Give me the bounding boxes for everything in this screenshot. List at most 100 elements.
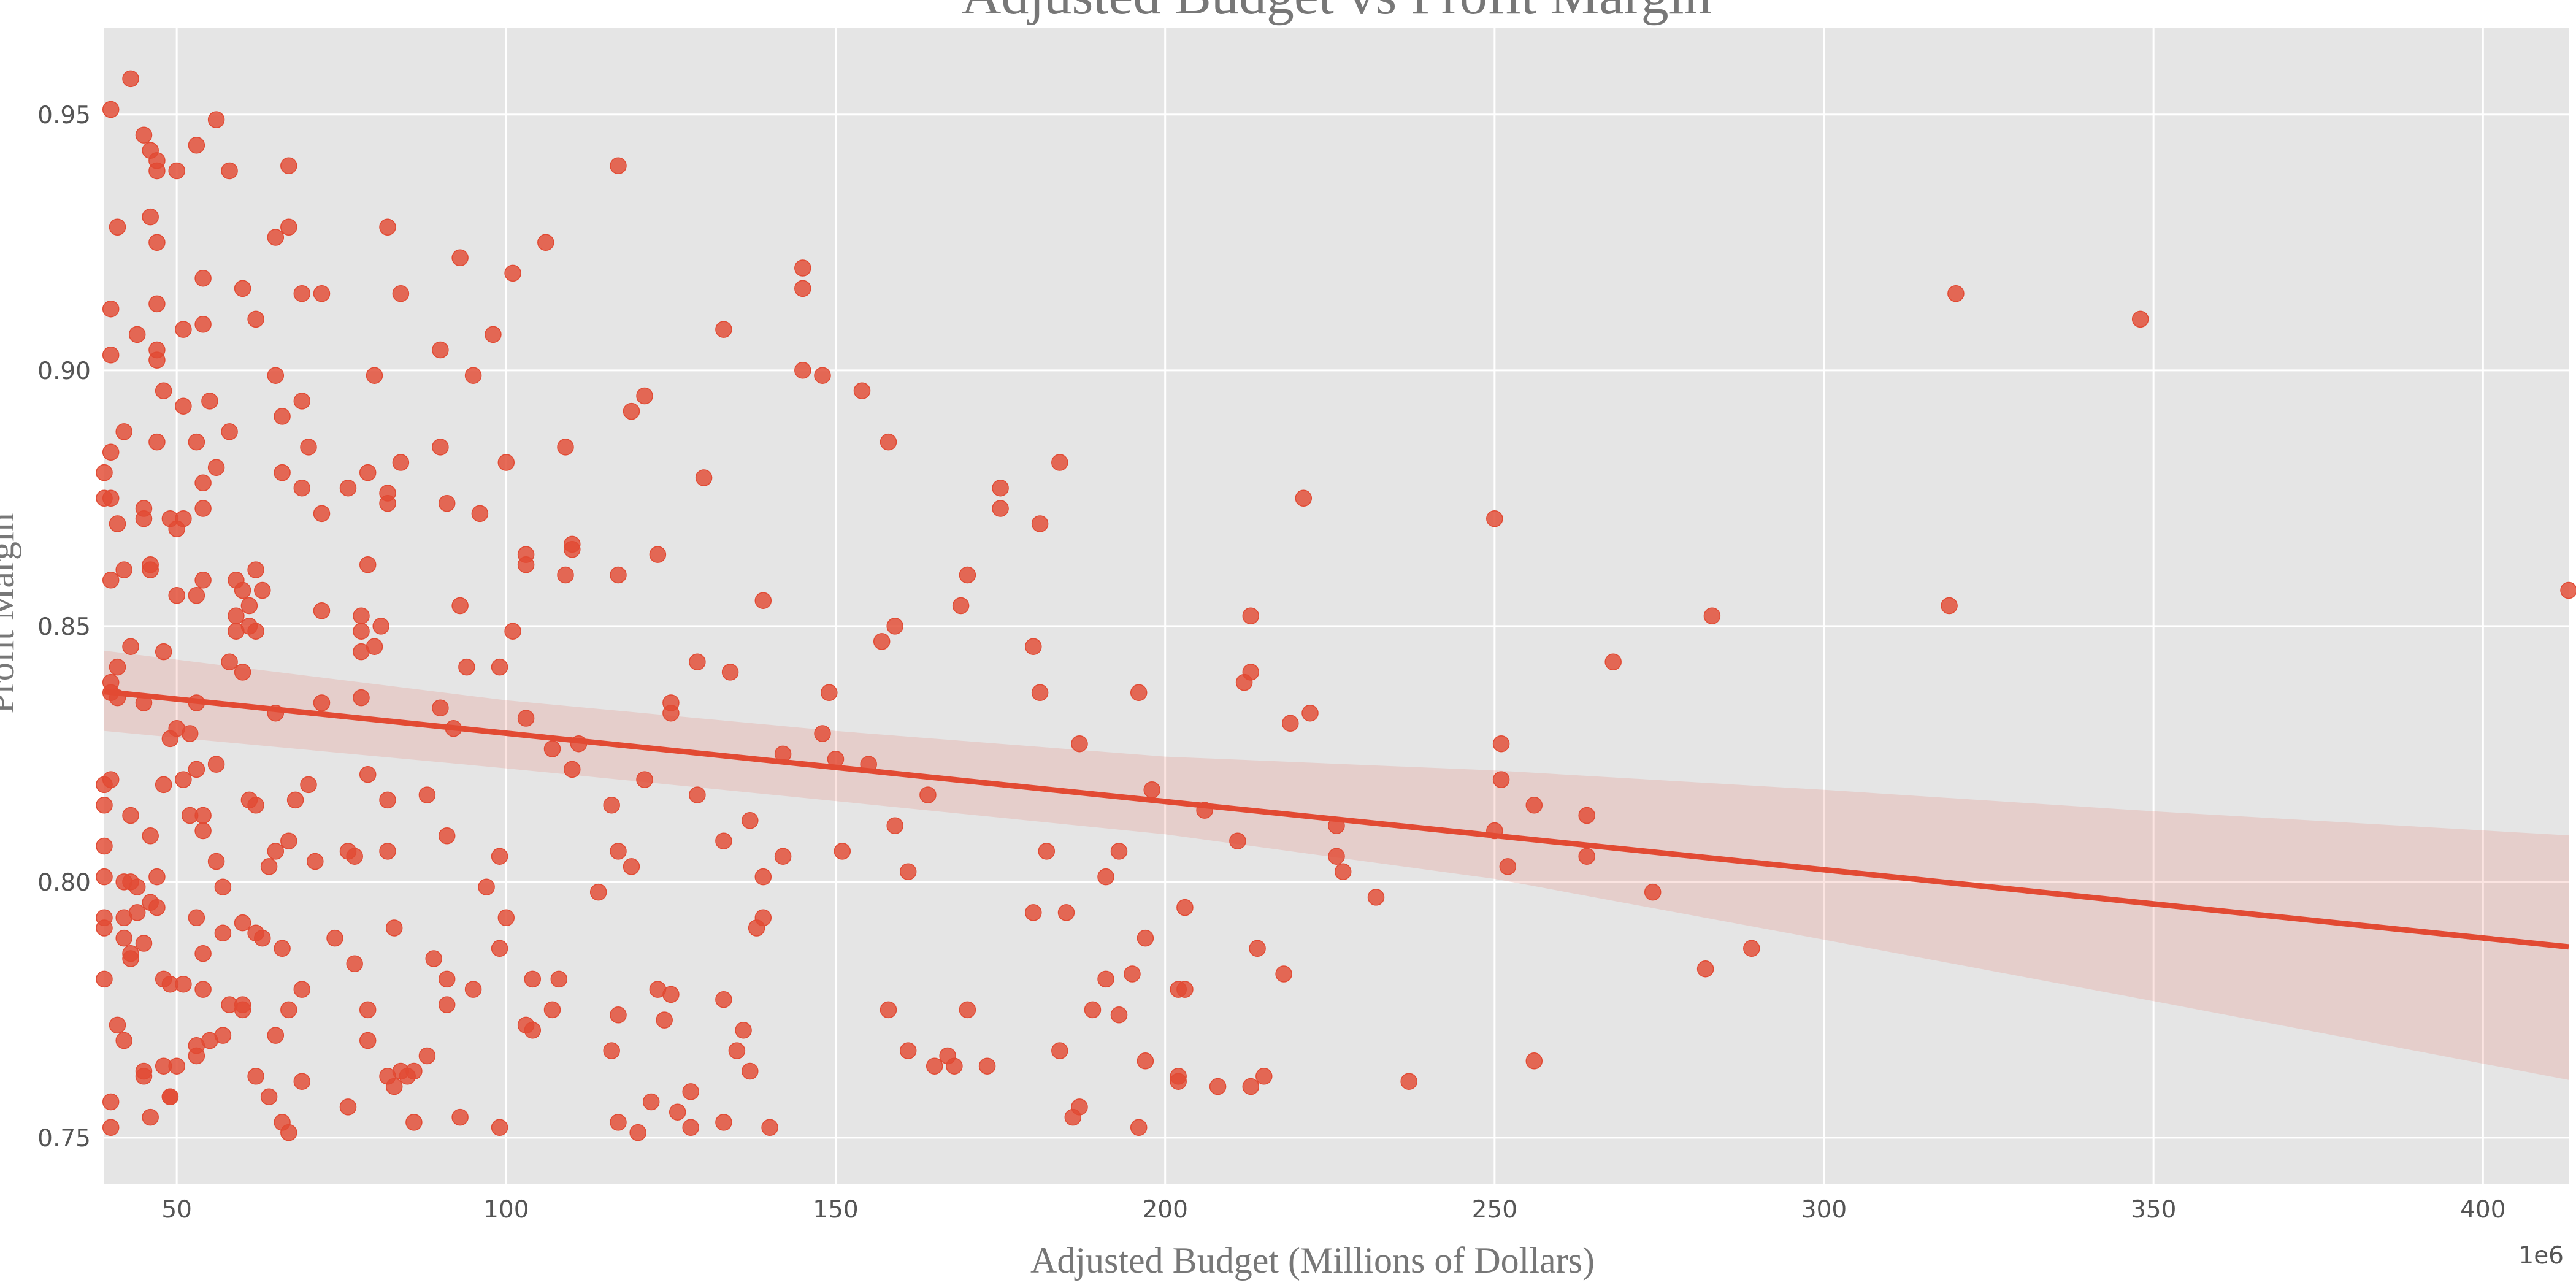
y-tick-labels: 0.75 0.80 0.85 0.90 0.95 [37, 102, 91, 1152]
scatter-point [886, 618, 903, 635]
scatter-point [425, 950, 442, 967]
scatter-point [135, 510, 153, 527]
scatter-point [754, 868, 772, 886]
scatter-point [1097, 868, 1114, 886]
scatter-point [194, 474, 212, 492]
scatter-point [148, 899, 166, 916]
scatter-point [247, 623, 264, 640]
scatter-point [623, 858, 640, 875]
scatter-point [122, 638, 139, 655]
scatter-point [623, 402, 640, 420]
scatter-point [109, 1016, 126, 1034]
x-axis-label: Adjusted Budget (Millions of Dollars) [1030, 1240, 1595, 1281]
scatter-point [649, 546, 667, 563]
scatter-point [662, 704, 680, 722]
scatter-point [952, 597, 970, 615]
scatter-point [359, 1032, 377, 1049]
scatter-point [234, 581, 251, 599]
scatter-point [497, 454, 515, 471]
scatter-point [471, 505, 489, 523]
scatter-point [1084, 1001, 1102, 1019]
scatter-point [359, 1001, 377, 1019]
scatter-point [1071, 735, 1088, 753]
scatter-point [194, 316, 212, 333]
scatter-point [814, 367, 831, 384]
scatter-point [794, 280, 811, 297]
scatter-point [478, 878, 495, 895]
scatter-point [280, 218, 297, 236]
scatter-point [96, 797, 113, 814]
scatter-point [1275, 965, 1292, 983]
scatter-point [359, 464, 377, 481]
scatter-point [715, 321, 732, 338]
scatter-point [96, 837, 113, 855]
scatter-point [175, 397, 192, 415]
scatter-point [946, 1057, 963, 1075]
scatter-point [247, 1068, 264, 1085]
scatter-point [274, 408, 291, 425]
scatter-point [102, 489, 120, 507]
scatter-point [735, 1022, 752, 1039]
scatter-point [175, 321, 192, 338]
scatter-point [122, 807, 139, 824]
scatter-point [642, 1093, 660, 1111]
scatter-point [194, 269, 212, 287]
scatter-point [491, 940, 508, 957]
scatter-point [491, 1119, 508, 1137]
scatter-point [353, 607, 370, 624]
scatter-point [1051, 1042, 1068, 1059]
scatter-point [1486, 510, 1503, 527]
scatter-point [161, 730, 179, 748]
scatter-point [1696, 960, 1714, 978]
scatter-point [234, 914, 251, 932]
scatter-point [286, 791, 304, 809]
scatter-point [603, 797, 620, 814]
scatter-point [148, 351, 166, 369]
scatter-point [464, 981, 482, 998]
scatter-point [1249, 940, 1266, 957]
scatter-point [689, 653, 706, 670]
scatter-point [636, 387, 653, 405]
scatter-point [610, 843, 627, 860]
scatter-point [1367, 889, 1385, 906]
scatter-point [399, 1068, 416, 1085]
scatter-point [432, 439, 449, 456]
scatter-point [221, 162, 238, 180]
scatter-point [168, 520, 185, 538]
scatter-point [438, 996, 456, 1013]
scatter-point [656, 1011, 673, 1029]
scatter-point [122, 950, 139, 967]
scatter-point [221, 423, 238, 440]
scatter-point [610, 157, 627, 174]
scatter-point [102, 101, 120, 118]
scatter-point [181, 725, 199, 742]
scatter-point [873, 633, 891, 650]
scatter-point [794, 362, 811, 379]
scatter-point [96, 970, 113, 988]
scatter-point [109, 658, 126, 676]
scatter-point [260, 858, 278, 875]
scatter-point [742, 1062, 759, 1080]
scatter-point [234, 280, 251, 297]
scatter-point [524, 1022, 542, 1039]
scatter-point [978, 1057, 996, 1075]
scatter-point [267, 843, 285, 860]
scatter-point [543, 740, 561, 757]
scatter-point [959, 566, 976, 584]
scatter-point [1644, 883, 1662, 901]
scatter-point [754, 592, 772, 609]
scatter-point [339, 1098, 357, 1116]
scatter-point [774, 848, 792, 865]
scatter-point [155, 382, 172, 399]
scatter-point [1031, 515, 1049, 532]
scatter-point [280, 157, 297, 174]
scatter-point [715, 832, 732, 849]
scatter-point [504, 623, 521, 640]
scatter-point [1295, 489, 1313, 507]
scatter-point [267, 229, 285, 246]
scatter-point [1941, 597, 1958, 615]
scatter-point [96, 868, 113, 886]
scatter-point [458, 658, 475, 676]
scatter-point [1176, 899, 1194, 916]
